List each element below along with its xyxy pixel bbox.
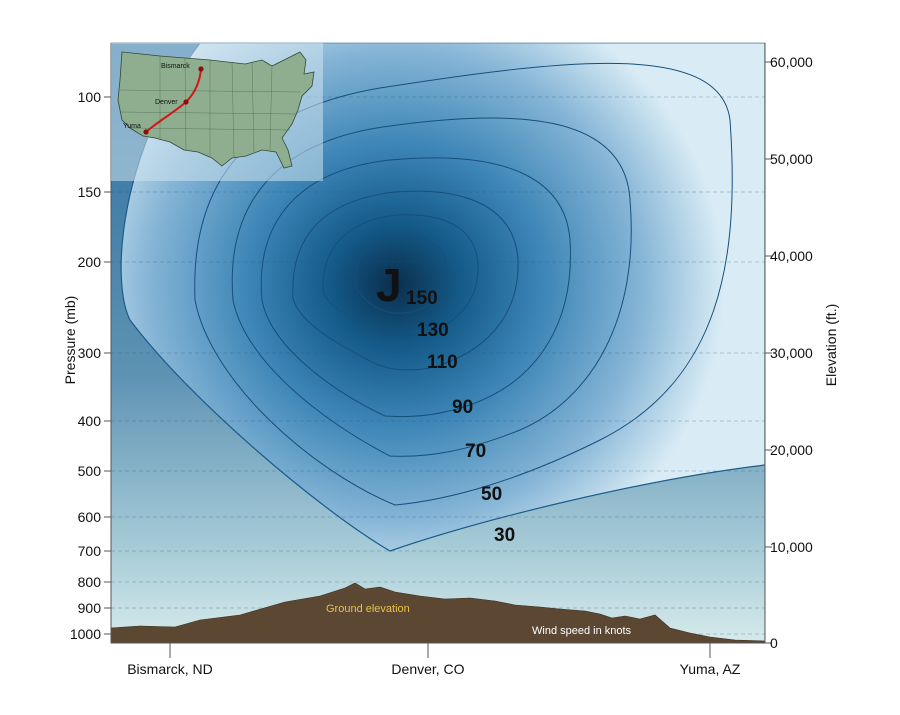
right-tick-label: 0 (770, 635, 778, 651)
right-tick-label: 20,000 (770, 442, 813, 458)
us-map-outline (117, 51, 315, 169)
map-label-denver: Denver (155, 99, 178, 106)
bottom-tick-label: Bismarck, ND (127, 661, 213, 677)
right-axis-ticks: 60,000 50,000 40,000 30,000 20,000 10,000 0 (765, 54, 813, 651)
contour-label-70: 70 (465, 441, 486, 462)
left-tick-label: 600 (78, 509, 102, 525)
right-tick-label: 50,000 (770, 151, 813, 167)
left-tick-label: 100 (78, 89, 102, 105)
right-tick-label: 30,000 (770, 345, 813, 361)
left-axis-title: Pressure (mb) (62, 296, 78, 385)
wind-speed-note: Wind speed in knots (532, 625, 632, 637)
right-tick-label: 10,000 (770, 539, 813, 555)
left-tick-label: 1000 (70, 626, 101, 642)
map-label-bismarck: Bismarck (161, 63, 190, 70)
bottom-axis-ticks: Bismarck, ND Denver, CO Yuma, AZ (127, 643, 741, 677)
contour-label-90: 90 (452, 397, 473, 418)
contour-label-150: 150 (406, 288, 438, 309)
left-tick-label: 700 (78, 543, 102, 559)
ground-elevation-note: Ground elevation (326, 603, 410, 615)
left-tick-label: 800 (78, 574, 102, 590)
right-tick-label: 60,000 (770, 54, 813, 70)
contour-line-150 (354, 235, 448, 314)
yuma-marker (143, 129, 149, 135)
contour-label-130: 130 (417, 320, 449, 341)
contour-label-50: 50 (481, 484, 502, 505)
denver-marker (183, 99, 189, 105)
inset-map: Bismarck Denver Yuma (111, 43, 323, 181)
bottom-tick-label: Yuma, AZ (680, 661, 741, 677)
right-tick-label: 40,000 (770, 248, 813, 264)
left-tick-label: 150 (78, 184, 102, 200)
bismarck-marker (198, 66, 204, 72)
jet-core-label: J (376, 259, 402, 311)
left-tick-label: 900 (78, 600, 102, 616)
left-axis-ticks: 100 150 200 300 400 500 600 700 800 900 1000 (70, 89, 111, 642)
contour-line-90 (260, 157, 571, 418)
contour-line-70 (231, 117, 632, 457)
right-axis-title: Elevation (ft.) (823, 304, 839, 386)
map-label-yuma: Yuma (123, 123, 141, 130)
left-tick-label: 400 (78, 413, 102, 429)
contour-line-110 (292, 190, 519, 371)
contour-line-130 (322, 214, 479, 337)
ground-elevation-area (110, 582, 766, 644)
left-tick-label: 500 (78, 463, 102, 479)
contour-line-50 (194, 62, 733, 506)
left-tick-label: 300 (78, 345, 102, 361)
contour-label-110: 110 (427, 352, 458, 373)
contour-label-30: 30 (494, 525, 515, 546)
left-tick-label: 200 (78, 254, 102, 270)
bottom-tick-label: Denver, CO (391, 661, 464, 677)
